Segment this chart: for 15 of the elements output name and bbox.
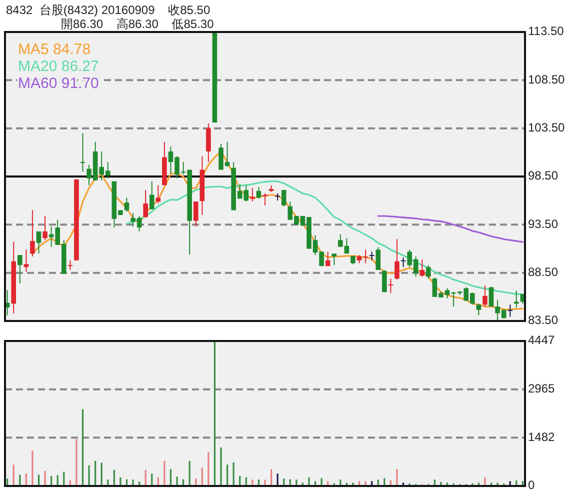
text: MA20 86.27 [18,58,99,75]
y-tick-label: 4447 [528,333,556,348]
chart-title: 8432 台股(8432) 20160909 收85.50 [6,3,210,17]
y-tick-label: 113.50 [528,24,564,38]
y-tick-label: 1482 [528,430,556,444]
y-tick-label: 83.50 [528,313,558,328]
chart-subtitle: 開86.30 高86.30 低85.30 [61,17,214,31]
y-tick-label: 0 [528,478,535,492]
text: MA5 84.78 [18,41,91,58]
y-tick-label: 98.50 [528,168,558,183]
y-tick-label: 88.50 [528,265,558,280]
y-tick-label: 103.50 [528,120,566,135]
y-tick-label: 2965 [528,381,556,396]
y-tick-label: 93.50 [528,216,558,231]
y-tick-label: 108.50 [528,72,566,86]
